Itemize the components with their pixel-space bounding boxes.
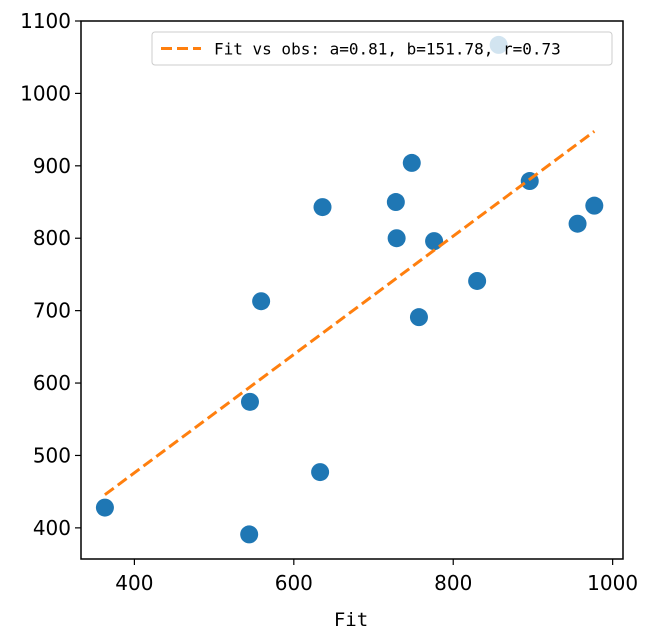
chart-marks bbox=[95, 35, 604, 544]
data-point bbox=[240, 392, 259, 411]
data-point bbox=[252, 292, 271, 311]
data-point bbox=[568, 214, 587, 233]
data-point bbox=[386, 193, 405, 212]
y-tick-label: 800 bbox=[33, 226, 71, 250]
y-tick-label: 400 bbox=[33, 516, 71, 540]
data-point bbox=[313, 198, 332, 217]
data-point bbox=[402, 153, 421, 172]
x-axis-title: Fit bbox=[334, 609, 368, 629]
x-tick-label: 600 bbox=[275, 571, 313, 595]
legend-label: Fit vs obs: a=0.81, b=151.78, r=0.73 bbox=[214, 40, 561, 59]
plot-area bbox=[95, 35, 604, 544]
data-point bbox=[240, 525, 259, 544]
chart-axes: 400 600 800 1000 400 500 600 700 800 900 1000 1100 bbox=[20, 9, 638, 595]
y-tick-label: 700 bbox=[33, 299, 71, 323]
y-tick-label: 600 bbox=[33, 371, 71, 395]
legend-box bbox=[151, 31, 613, 66]
data-point bbox=[409, 308, 428, 327]
x-tick-label: 400 bbox=[115, 571, 153, 595]
plot-frame bbox=[80, 20, 624, 560]
x-tick-label: 1000 bbox=[587, 571, 638, 595]
fit-line bbox=[104, 130, 596, 496]
legend: Fit vs obs: a=0.81, b=151.78, r=0.73 bbox=[151, 31, 613, 66]
y-tick-label: 1100 bbox=[20, 9, 71, 33]
data-point bbox=[387, 229, 406, 248]
data-point bbox=[95, 498, 114, 517]
x-tick-label: 800 bbox=[434, 571, 472, 595]
y-tick-label: 900 bbox=[33, 154, 71, 178]
y-tick-label: 500 bbox=[33, 443, 71, 467]
y-tick-label: 1000 bbox=[20, 81, 71, 105]
data-point bbox=[311, 463, 330, 482]
data-point bbox=[585, 196, 604, 215]
data-point bbox=[468, 271, 487, 290]
